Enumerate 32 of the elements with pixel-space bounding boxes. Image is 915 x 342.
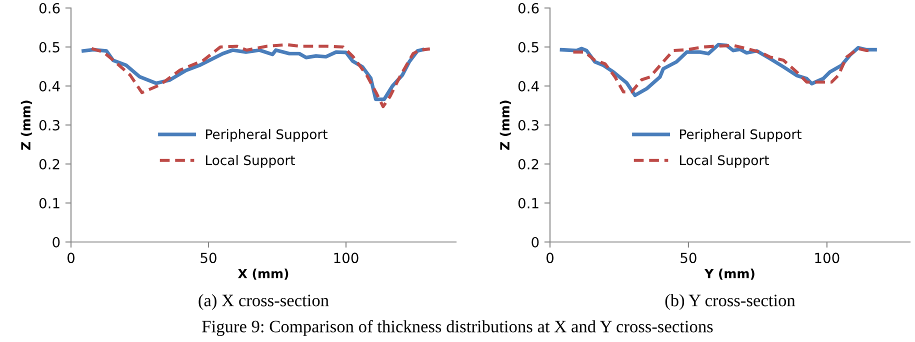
y-tick-label: 0.2 — [518, 158, 538, 170]
x-tick-label: 50 — [200, 252, 216, 264]
legend-label: Peripheral Support — [206, 129, 328, 142]
y-tick-label: 0.5 — [39, 42, 60, 52]
x-tick-label: 0 — [546, 252, 554, 264]
caption: Figure 9: Comparison of thickness distributions at X and Y cross-sections — [202, 320, 713, 336]
y-tick-label: 0.4 — [518, 80, 539, 92]
y-tick-label: 0.6 — [39, 2, 60, 14]
legend-label: Local Support — [206, 154, 295, 168]
x-axis-title: X (mm) — [238, 268, 288, 280]
y-tick-label: 0 — [52, 236, 60, 248]
y-tick-label: 0.4 — [39, 80, 60, 92]
y-tick-label: 0.2 — [39, 158, 60, 170]
legend-label: Peripheral Support — [680, 129, 802, 142]
y-tick-label: 0.6 — [518, 2, 539, 14]
x-tick-label: 0 — [67, 252, 74, 264]
x-tick-label: 50 — [680, 252, 696, 264]
y-tick-label: 0.1 — [518, 198, 538, 208]
y-tick-label: 0.3 — [39, 120, 60, 130]
x-tick-label: 100 — [815, 252, 840, 264]
y-tick-label: 0.5 — [518, 42, 538, 52]
text: (a) X cross-section — [198, 294, 329, 310]
text: (b) Y cross-section — [665, 294, 796, 310]
y-tick-label: 0 — [532, 236, 539, 248]
y-tick-label: 0.1 — [39, 198, 60, 208]
line-series — [90, 43, 432, 108]
y-axis-title: Z (mm) — [500, 100, 511, 150]
y-tick-label: 0.3 — [518, 120, 538, 130]
legend-label: Local Support — [680, 154, 769, 168]
x-tick-label: 100 — [334, 252, 358, 264]
y-axis-title: Z (mm) — [20, 100, 32, 150]
x-axis-title: Y (mm) — [704, 268, 754, 280]
